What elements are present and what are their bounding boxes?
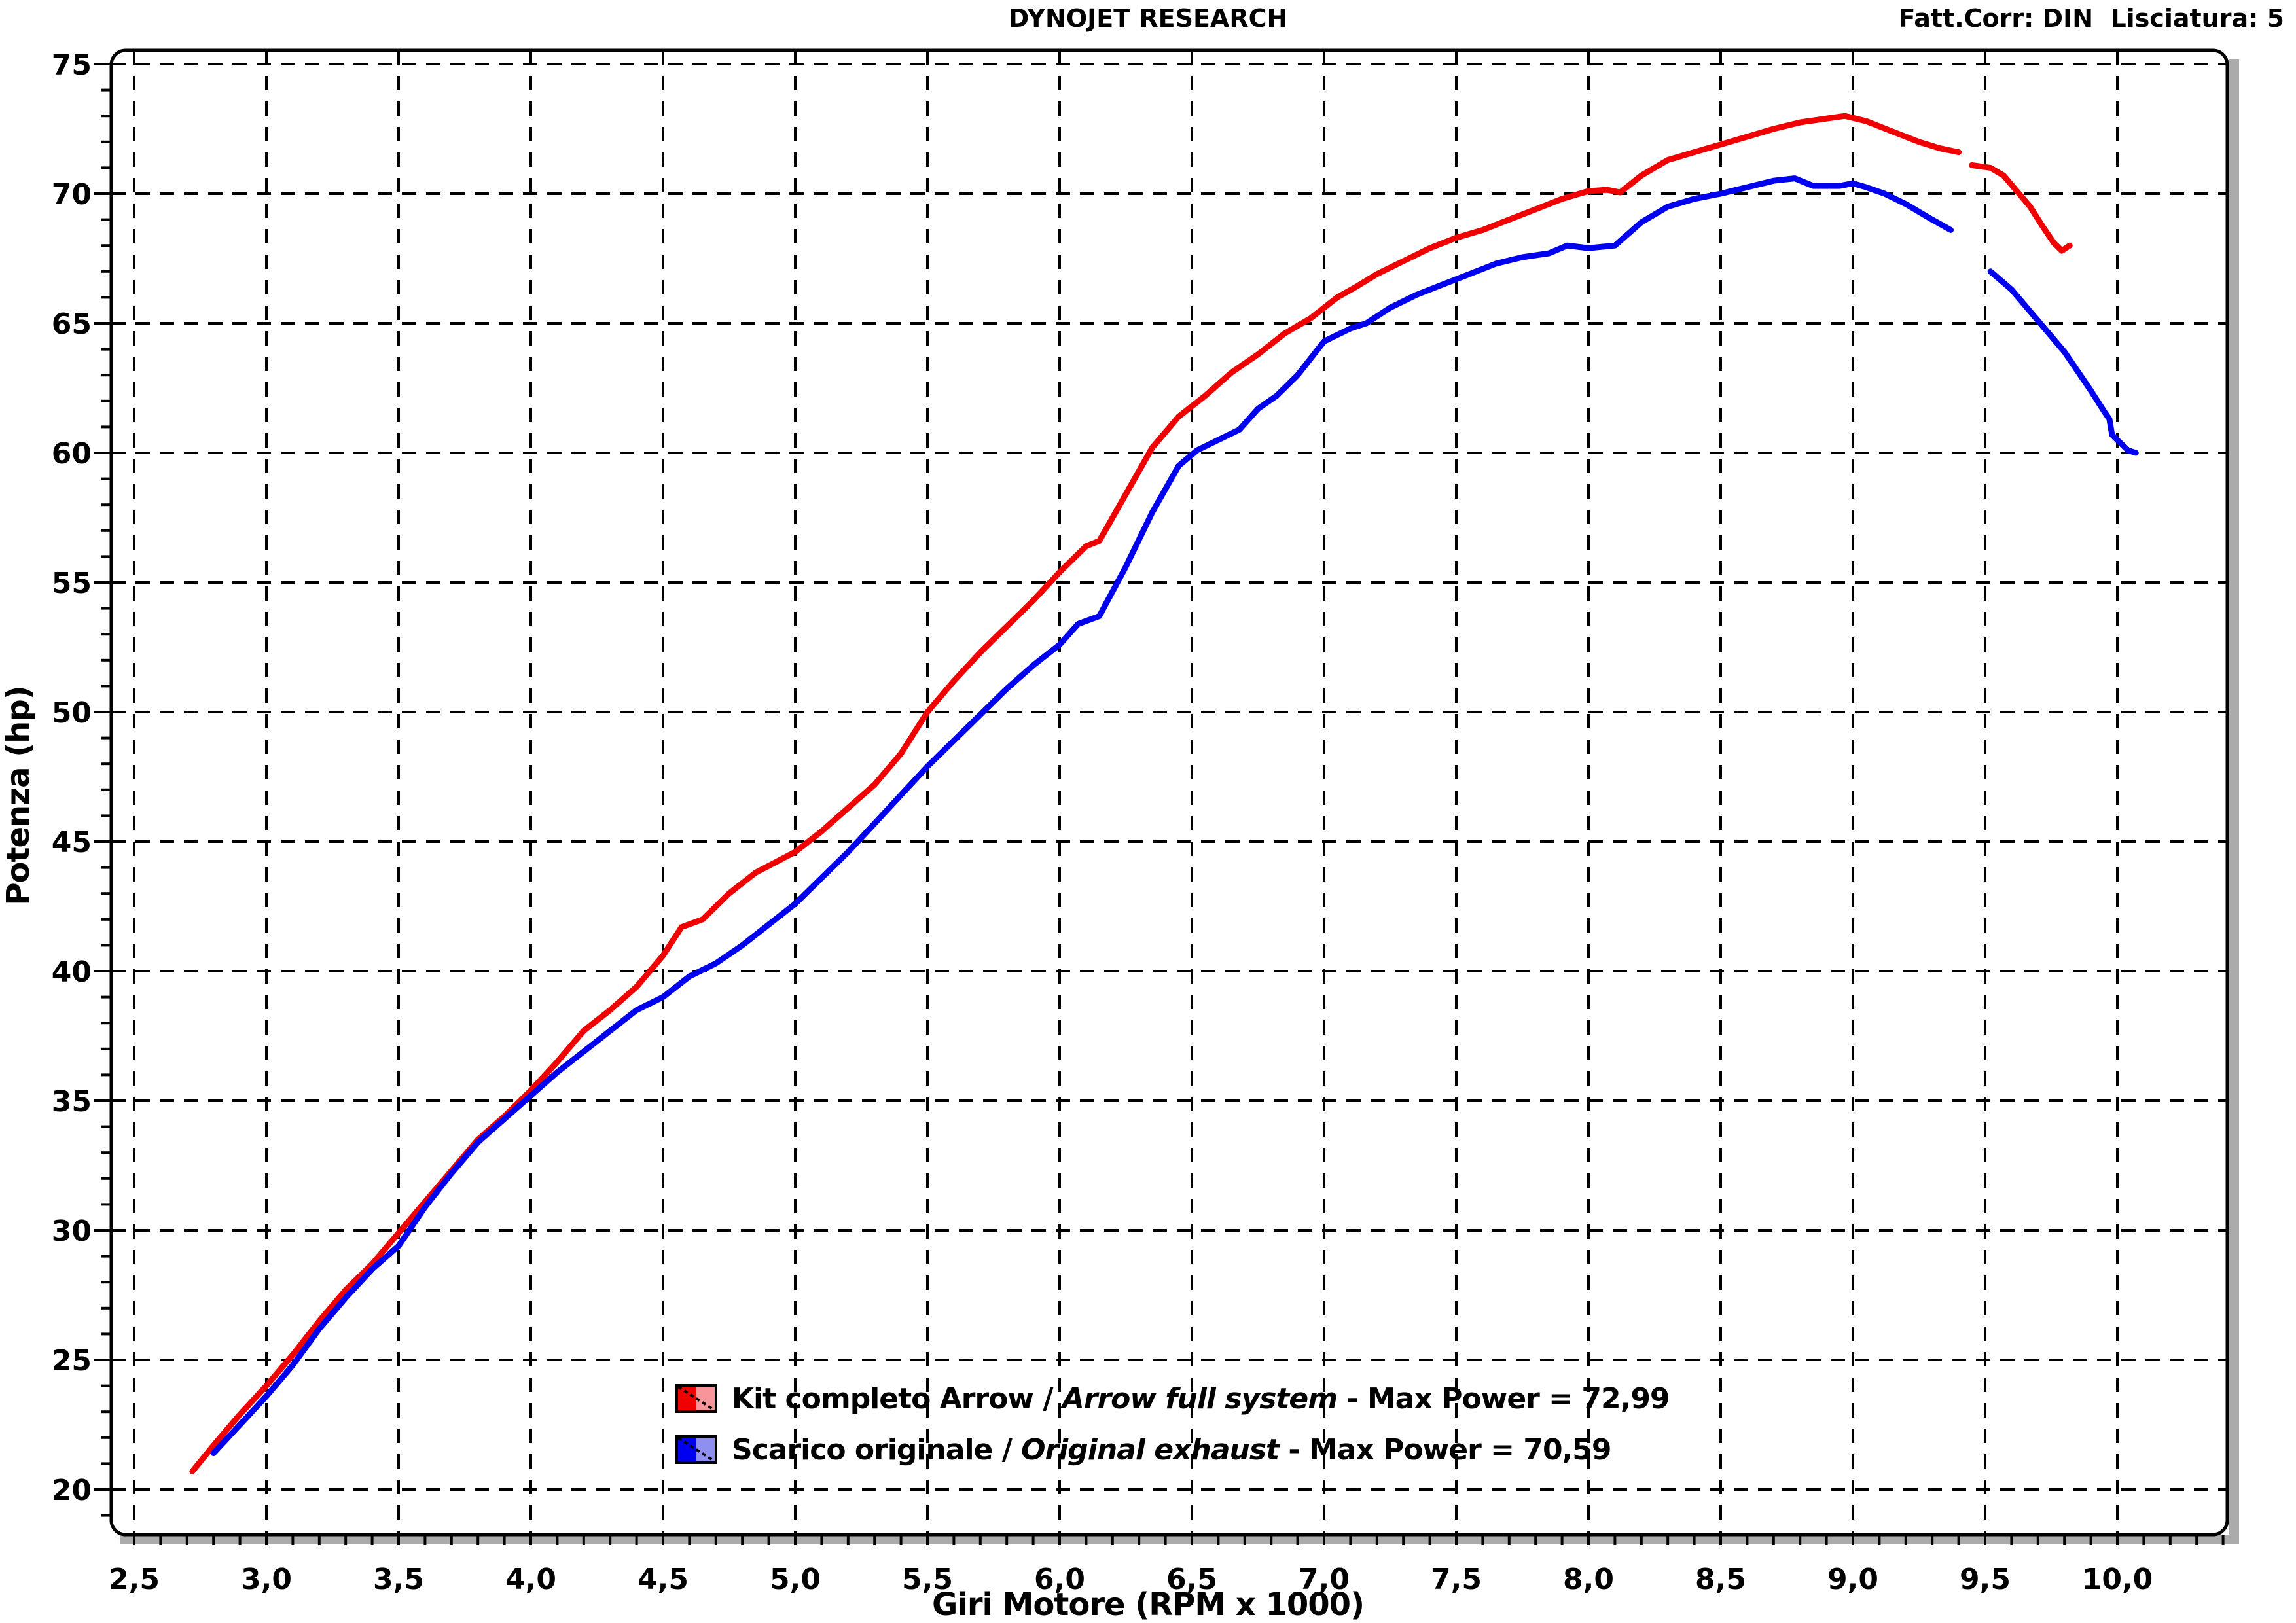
x-tick-label-3,0: 3,0: [241, 1563, 292, 1596]
y-tick-label-50: 50: [52, 696, 92, 730]
x-tick-label-9,5: 9,5: [1960, 1563, 2011, 1596]
correction-factor-label: Fatt.Corr: DIN Lisciatura: 5: [1898, 4, 2284, 33]
original-exhaust-swatch-icon: [675, 1435, 717, 1464]
y-tick-label-45: 45: [52, 826, 92, 859]
x-tick-label-6,5: 6,5: [1166, 1563, 1217, 1596]
legend-row-original-exhaust: Scarico originale / Original exhaust - M…: [675, 1424, 1670, 1475]
x-tick-label-7,0: 7,0: [1299, 1563, 1350, 1596]
x-tick-label-2,5: 2,5: [109, 1563, 160, 1596]
y-tick-label-55: 55: [52, 567, 92, 600]
x-axis-title: Giri Motore (RPM x 1000): [931, 1586, 1365, 1623]
y-tick-label-75: 75: [52, 48, 92, 82]
x-tick-label-5,0: 5,0: [770, 1563, 821, 1596]
x-tick-label-5,5: 5,5: [902, 1563, 953, 1596]
plot-frame: [109, 48, 2229, 1537]
x-tick-label-8,5: 8,5: [1695, 1563, 1746, 1596]
y-tick-label-35: 35: [52, 1085, 92, 1118]
x-tick-label-9,0: 9,0: [1827, 1563, 1878, 1596]
y-tick-label-25: 25: [52, 1344, 92, 1378]
x-tick-label-4,5: 4,5: [637, 1563, 689, 1596]
series-0-curve-segment-1: [1969, 162, 2073, 254]
legend: Kit completo Arrow / Arrow full system -…: [675, 1373, 1670, 1475]
frame-shadow-bottom: [120, 1535, 2239, 1544]
y-tick-label-20: 20: [52, 1474, 92, 1507]
legend-label-original-exhaust: Scarico originale / Original exhaust - M…: [732, 1433, 1612, 1467]
legend-row-arrow-kit: Kit completo Arrow / Arrow full system -…: [675, 1373, 1670, 1424]
x-tick-label-6,0: 6,0: [1034, 1563, 1085, 1596]
x-tick-label-4,0: 4,0: [505, 1563, 556, 1596]
y-tick-label-65: 65: [52, 308, 92, 341]
y-tick-label-70: 70: [52, 178, 92, 211]
y-axis-title: Potenza (hp): [0, 686, 37, 906]
x-tick-label-8,0: 8,0: [1563, 1563, 1614, 1596]
series-1-curve-segment-0: [210, 175, 1954, 1457]
legend-label-arrow-kit: Kit completo Arrow / Arrow full system -…: [732, 1382, 1670, 1416]
x-tick-label-7,5: 7,5: [1431, 1563, 1482, 1596]
chart-title: DYNOJET RESEARCH: [1008, 4, 1288, 33]
x-tick-label-10,0: 10,0: [2082, 1563, 2153, 1596]
y-tick-label-40: 40: [52, 955, 92, 989]
y-tick-label-30: 30: [52, 1215, 92, 1248]
frame-shadow-right: [2229, 59, 2239, 1544]
x-tick-label-3,5: 3,5: [373, 1563, 424, 1596]
arrow-kit-swatch-icon: [675, 1384, 717, 1413]
y-tick-label-60: 60: [52, 437, 92, 471]
series-1-curve-segment-1: [1987, 268, 2139, 456]
